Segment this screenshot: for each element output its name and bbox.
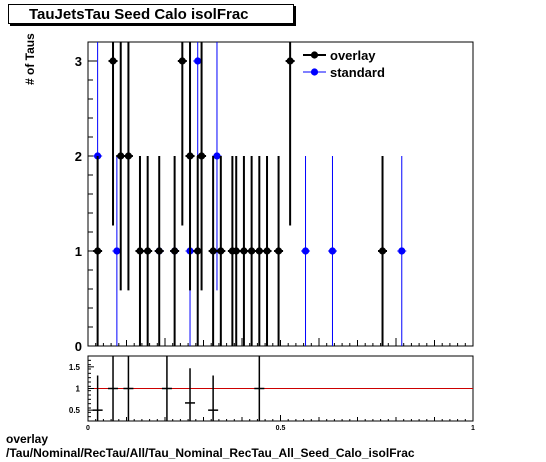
overlay-point <box>378 247 387 255</box>
legend-overlay-marker <box>310 51 319 59</box>
footer-histogram-path: /Tau/Nominal/RecTau/All/Tau_Nominal_RecT… <box>6 446 415 460</box>
overlay-point <box>144 247 152 255</box>
ratio-y-tick-label: 0.5 <box>69 406 81 415</box>
main-y-tick-label: 0 <box>75 339 82 354</box>
overlay-point <box>136 247 144 255</box>
overlay-point <box>255 247 263 255</box>
standard-point <box>213 152 221 160</box>
standard-point <box>301 247 310 255</box>
ratio-y-tick-label: 1 <box>76 385 81 394</box>
ratio-x-tick-label: 1 <box>471 425 475 432</box>
chart-title-box: TauJetsTau Seed Calo isolFrac <box>8 4 294 24</box>
legend-standard-marker <box>310 68 319 76</box>
overlay-point <box>155 247 163 255</box>
overlay-point <box>263 247 271 255</box>
main-plot-frame <box>87 41 474 347</box>
standard-point <box>113 247 121 255</box>
overlay-point <box>217 247 225 255</box>
footer-overlay-label: overlay <box>6 432 49 446</box>
overlay-point <box>194 247 202 255</box>
overlay-point <box>286 57 294 65</box>
legend-overlay-label: overlay <box>330 48 376 63</box>
main-y-tick-label: 3 <box>75 54 82 69</box>
overlay-point <box>109 57 117 65</box>
overlay-point <box>117 152 125 160</box>
overlay-point <box>232 247 240 255</box>
overlay-point <box>124 152 133 160</box>
overlay-point <box>186 152 194 160</box>
overlay-point <box>248 247 256 255</box>
overlay-point <box>274 247 283 255</box>
ratio-x-tick-label: 0 <box>86 425 90 432</box>
ratio-x-tick-label: 0.5 <box>276 425 286 432</box>
overlay-point <box>209 247 217 255</box>
standard-point <box>328 247 337 255</box>
legend-standard-label: standard <box>330 65 385 80</box>
main-y-tick-label: 1 <box>75 244 82 259</box>
overlay-point <box>171 247 179 255</box>
standard-point <box>194 57 202 65</box>
chart-title: TauJetsTau Seed Calo isolFrac <box>29 6 249 23</box>
overlay-point <box>197 152 206 160</box>
overlay-point <box>94 247 102 255</box>
main-y-tick-label: 2 <box>75 149 82 164</box>
overlay-point <box>240 247 248 255</box>
overlay-point <box>178 57 186 65</box>
ratio-y-tick-label: 1.5 <box>69 363 81 372</box>
standard-point <box>398 247 406 255</box>
